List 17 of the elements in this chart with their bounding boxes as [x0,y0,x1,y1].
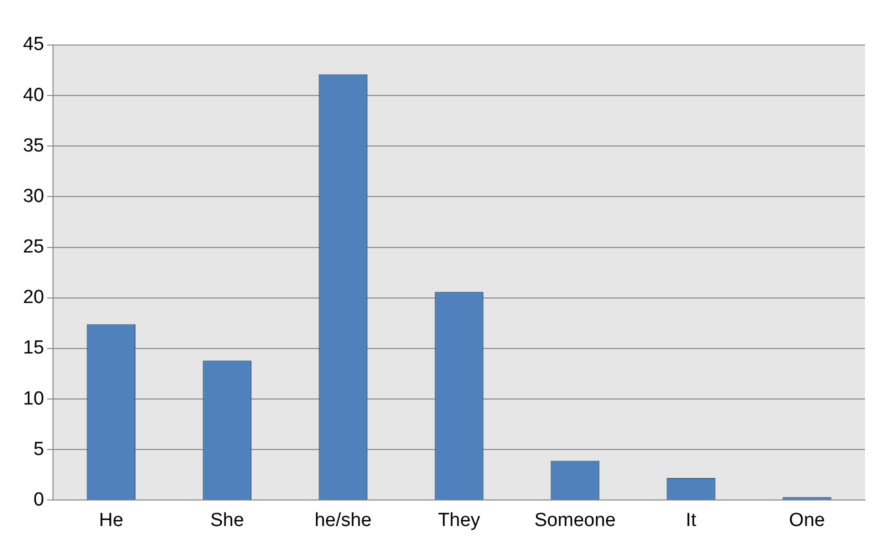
y-tick-label: 10 [22,388,44,410]
x-tick-label: One [789,510,825,531]
x-tick-label: It [686,510,698,531]
y-tick-label: 5 [34,438,44,460]
y-tick-label: 35 [22,135,44,156]
y-tick-label: 45 [22,34,44,56]
y-tick-label: 25 [22,236,44,258]
y-tick-label: 20 [22,287,44,308]
x-tick-label: He [98,510,124,531]
y-tick-label: 15 [22,338,44,359]
y-tick-label: 30 [22,186,44,207]
y-tick-label: 0 [34,489,44,510]
x-tick-label: he/she [314,510,372,531]
x-tick-label: They [438,510,481,531]
y-tick-label: 40 [22,84,44,106]
x-tick-label: She [210,510,244,531]
x-tick-label: Someone [534,510,616,531]
